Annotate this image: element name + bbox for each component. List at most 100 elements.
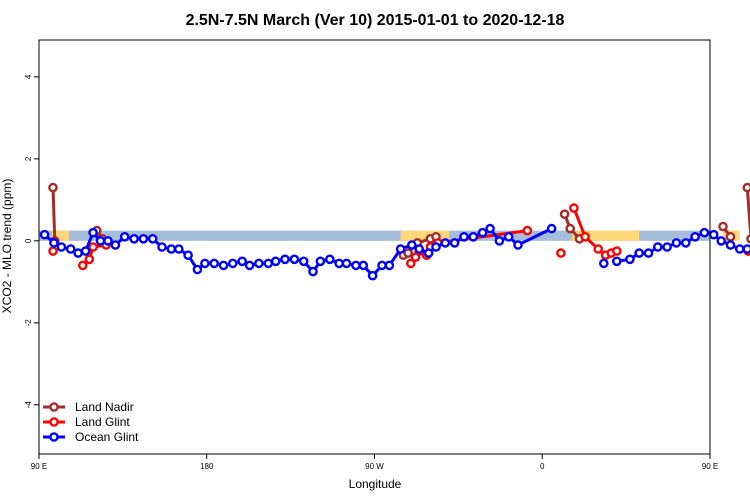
data-point	[625, 254, 635, 265]
data-point	[95, 236, 106, 246]
series-layer	[39, 182, 750, 281]
data-point	[367, 270, 378, 281]
y-axis: -4 -2 0 2 4	[24, 74, 39, 408]
x-axis: 90 E 180 90 W 0 90 E	[31, 454, 718, 471]
data-point	[556, 248, 566, 258]
data-point	[254, 258, 264, 269]
data-point	[565, 223, 576, 234]
data-point	[395, 244, 406, 254]
y-tick-label: -2	[24, 319, 33, 327]
x-tick-label: 180	[200, 462, 214, 471]
data-point	[84, 254, 95, 265]
legend-item: Land Glint	[43, 415, 130, 429]
data-point	[494, 236, 505, 246]
data-point	[431, 242, 441, 252]
data-point	[522, 225, 533, 236]
data-point	[65, 244, 76, 254]
data-point	[73, 248, 83, 258]
plot-frame	[38, 39, 711, 455]
data-point	[377, 260, 387, 271]
series-line	[745, 187, 750, 239]
band-highlight	[52, 230, 69, 241]
data-point	[599, 258, 609, 269]
data-point	[699, 227, 710, 238]
data-point	[88, 227, 98, 238]
data-point	[468, 231, 479, 242]
data-point	[485, 223, 495, 234]
data-point	[593, 244, 604, 254]
data-point	[423, 248, 434, 258]
data-point	[351, 260, 361, 271]
legend-label: Land Glint	[75, 415, 130, 429]
data-point	[634, 248, 645, 258]
legend-item: Ocean Glint	[43, 430, 139, 444]
data-point	[559, 209, 570, 219]
data-point	[263, 258, 274, 269]
data-point	[742, 182, 750, 193]
x-tick-label: 90 E	[31, 462, 47, 471]
data-point	[298, 256, 309, 267]
legend-marker	[49, 417, 59, 427]
data-point	[138, 233, 149, 244]
x-tick-label: 90 W	[365, 462, 384, 471]
series-ocean-glint	[39, 223, 750, 281]
data-point	[110, 240, 121, 250]
data-point	[681, 238, 691, 248]
data-point	[405, 258, 416, 269]
data-point	[742, 244, 750, 254]
data-point	[129, 233, 139, 244]
data-point	[218, 260, 229, 271]
data-point	[406, 240, 417, 250]
data-point	[280, 254, 290, 265]
data-point	[358, 260, 369, 271]
legend-label: Land Nadir	[75, 400, 134, 414]
data-point	[440, 238, 451, 248]
data-point	[643, 248, 654, 258]
data-point	[341, 258, 352, 269]
data-point	[147, 233, 158, 244]
data-point	[718, 221, 728, 232]
data-point	[708, 229, 719, 240]
data-point	[414, 244, 425, 254]
data-point	[48, 246, 58, 256]
data-point	[334, 258, 344, 269]
x-axis-label: Longitude	[349, 477, 402, 491]
data-point	[612, 256, 622, 267]
data-point	[308, 266, 318, 277]
data-point	[270, 256, 281, 267]
data-point	[103, 236, 113, 246]
data-point	[166, 244, 177, 254]
data-point	[39, 229, 50, 240]
data-point	[746, 234, 750, 244]
data-point	[671, 238, 682, 248]
data-point	[49, 238, 59, 248]
data-point	[119, 231, 130, 242]
data-point	[716, 236, 727, 246]
data-point	[477, 227, 488, 238]
data-point	[289, 254, 300, 265]
data-point	[200, 258, 210, 269]
data-point	[662, 242, 672, 252]
band-highlight	[572, 230, 640, 241]
data-point	[227, 258, 238, 269]
data-point	[449, 238, 460, 248]
data-point	[725, 231, 736, 242]
data-point	[192, 264, 203, 275]
band-base	[39, 230, 710, 241]
y-axis-label: XCO2 - MLO trend (ppm)	[0, 179, 14, 314]
legend-marker	[49, 402, 59, 412]
data-point	[546, 223, 557, 234]
data-point	[315, 256, 326, 267]
data-point	[183, 250, 193, 260]
data-point	[88, 242, 98, 252]
data-point	[48, 182, 58, 193]
legend-marker	[49, 432, 59, 442]
data-point	[173, 244, 184, 254]
y-tick-label: -4	[24, 401, 33, 409]
data-point	[725, 240, 736, 250]
data-point	[384, 260, 395, 271]
data-point	[244, 260, 255, 271]
band-highlight	[400, 230, 450, 241]
data-point	[503, 231, 514, 242]
